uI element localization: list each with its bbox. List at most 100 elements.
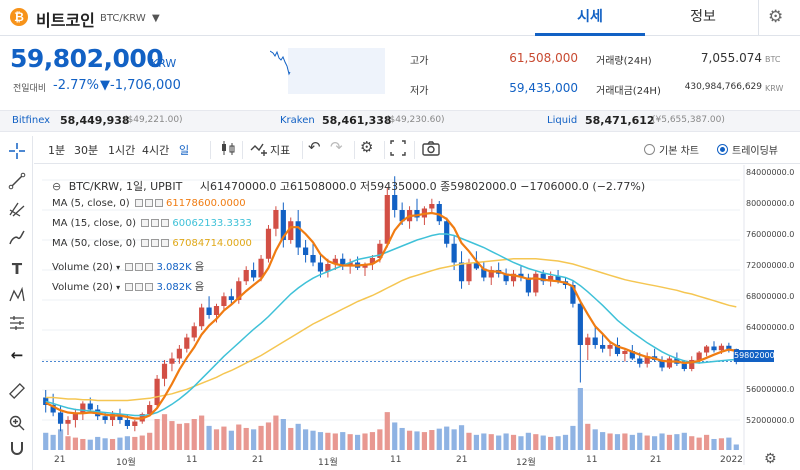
- tradingview-radio[interactable]: [717, 144, 728, 155]
- volume-bar: [652, 436, 658, 450]
- toolbar-divider: [414, 141, 415, 159]
- y-axis-label: 68000000.0: [746, 292, 795, 301]
- candle-body: [43, 397, 49, 405]
- undo-icon[interactable]: ↶: [308, 138, 321, 156]
- exchange-price-strip: Bitfinex 58,449,938 ($49,221.00) Kraken …: [0, 110, 800, 132]
- ma50-line: [45, 258, 737, 402]
- volume-bar: [600, 432, 606, 450]
- chart-settings-gear-icon[interactable]: ⚙: [360, 138, 374, 156]
- legend-volume-value: 3.082K: [156, 282, 192, 293]
- legend-settings-icon[interactable]: [135, 263, 144, 271]
- header-bar: ₿ 비트코인 BTC/KRW ▼ 시세 정보 ⚙: [0, 0, 800, 36]
- volume-bar: [147, 432, 153, 450]
- interval-1h[interactable]: 1시간: [108, 144, 136, 157]
- volume-bar: [689, 436, 695, 450]
- indicator-icon[interactable]: [250, 138, 268, 162]
- volume-bar: [614, 434, 621, 450]
- legend-eye-icon[interactable]: [125, 283, 134, 291]
- x-axis-label: 21: [54, 455, 66, 465]
- interval-1d[interactable]: 일: [179, 144, 190, 157]
- volume-bar: [458, 425, 465, 450]
- coin-pair[interactable]: BTC/KRW: [100, 13, 146, 24]
- candlestick-chart[interactable]: [34, 165, 800, 470]
- candle-body: [718, 345, 725, 351]
- ruler-icon[interactable]: [6, 382, 28, 404]
- legend-settings-icon[interactable]: [151, 219, 160, 227]
- interval-30m[interactable]: 30분: [74, 144, 99, 157]
- trend-line-icon[interactable]: [6, 172, 28, 194]
- arrow-left-icon[interactable]: ←: [10, 346, 24, 364]
- candlestick-type-icon[interactable]: [220, 138, 236, 162]
- candle-body: [555, 276, 561, 282]
- legend-chevron-icon[interactable]: ▾: [116, 263, 121, 272]
- coin-name[interactable]: 비트코인: [36, 11, 95, 30]
- legend-eye-icon[interactable]: [125, 263, 134, 271]
- candle-body: [384, 195, 390, 244]
- interval-4h[interactable]: 4시간: [142, 144, 170, 157]
- legend-close-icon[interactable]: [154, 199, 163, 207]
- interval-1m[interactable]: 1분: [48, 144, 66, 157]
- tab-price[interactable]: 시세: [535, 0, 645, 36]
- legend-collapse-icon[interactable]: ⊖: [52, 180, 62, 193]
- candle-body: [369, 258, 376, 264]
- exchange-name[interactable]: Liquid: [547, 115, 578, 126]
- volume-bar: [525, 432, 531, 450]
- legend-chevron-icon[interactable]: ▾: [116, 283, 121, 292]
- volume-bar: [65, 436, 71, 450]
- legend-close-icon[interactable]: [145, 283, 154, 291]
- measure-icon[interactable]: [6, 314, 28, 336]
- tab-info[interactable]: 정보: [690, 9, 716, 25]
- legend-settings-icon[interactable]: [135, 283, 144, 291]
- candle-body: [161, 363, 168, 379]
- volume-bar: [666, 434, 673, 450]
- toolbar-divider: [354, 141, 355, 159]
- volume-bar: [421, 432, 428, 450]
- legend-eye-icon[interactable]: [141, 239, 150, 247]
- legend-close-icon[interactable]: [161, 239, 170, 247]
- indicator-button[interactable]: 지표: [270, 144, 291, 157]
- candle-body: [265, 228, 272, 259]
- candle-body: [258, 258, 264, 278]
- candle-body: [80, 403, 86, 413]
- legend-eye-icon[interactable]: [134, 199, 143, 207]
- chart-grid: [42, 165, 745, 465]
- crosshair-icon[interactable]: [6, 142, 28, 164]
- magnet-icon[interactable]: [6, 439, 28, 461]
- candle-body: [488, 270, 494, 278]
- legend-ma5-label: MA (5, close, 0): [52, 198, 130, 209]
- text-tool-icon[interactable]: T: [11, 260, 23, 278]
- settings-gear-icon[interactable]: ⚙: [768, 7, 784, 27]
- exchange-name[interactable]: Bitfinex: [12, 115, 51, 126]
- toolbar-divider: [384, 141, 385, 159]
- legend-settings-icon[interactable]: [151, 239, 160, 247]
- candle-body: [310, 255, 316, 263]
- volume-bar: [191, 419, 197, 450]
- fullscreen-icon[interactable]: [390, 138, 406, 162]
- legend-close-icon[interactable]: [161, 219, 170, 227]
- legend-close-icon[interactable]: [145, 263, 154, 271]
- volume-bar: [199, 415, 205, 450]
- tradingview-label[interactable]: 트레이딩뷰: [732, 146, 778, 157]
- volume-bar: [161, 414, 168, 450]
- pitchfork-icon[interactable]: [6, 200, 28, 222]
- candle-body: [444, 221, 450, 244]
- pattern-icon[interactable]: [6, 286, 28, 308]
- legend-volume-value: 3.082K: [156, 262, 192, 273]
- x-axis-label: 11: [390, 455, 402, 465]
- legend-settings-icon[interactable]: [144, 199, 153, 207]
- volume-bar: [87, 439, 93, 450]
- redo-icon[interactable]: ↷: [330, 138, 343, 156]
- volume-bar: [236, 424, 242, 450]
- volume-bar: [518, 436, 524, 450]
- candle-body: [629, 351, 635, 359]
- axis-settings-gear-icon[interactable]: ⚙: [764, 451, 777, 467]
- camera-icon[interactable]: [421, 138, 441, 162]
- legend-volume-label: Volume (20): [52, 282, 113, 293]
- basic-chart-label[interactable]: 기본 차트: [659, 146, 699, 157]
- legend-eye-icon[interactable]: [141, 219, 150, 227]
- basic-chart-radio[interactable]: [644, 144, 655, 155]
- brush-icon[interactable]: [6, 228, 28, 250]
- zoom-in-icon[interactable]: [6, 414, 28, 436]
- coin-select-chevron-down-icon[interactable]: ▼: [152, 13, 160, 24]
- exchange-name[interactable]: Kraken: [280, 115, 315, 126]
